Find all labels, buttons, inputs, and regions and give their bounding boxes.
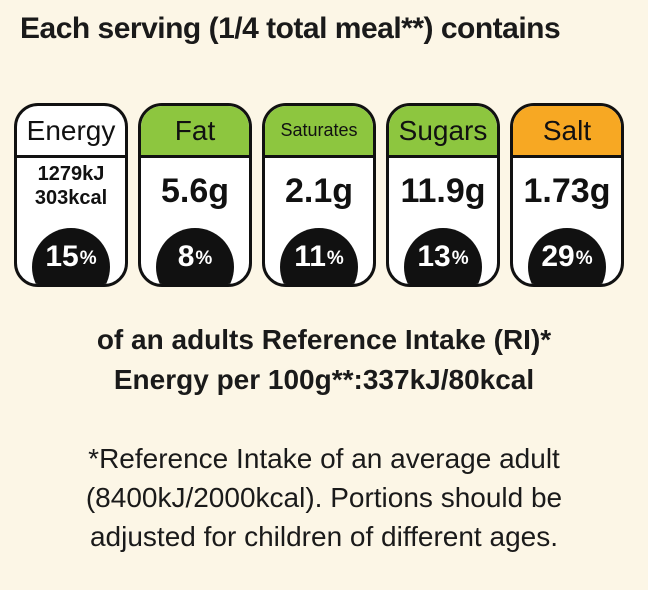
energy-kcal-value: 303kcal <box>34 187 108 209</box>
percent-number: 15 <box>45 240 79 273</box>
nutrient-name-saturates: Saturates <box>265 106 373 158</box>
nutrient-name-sugars: Sugars <box>389 106 497 158</box>
percent-number: 13 <box>417 240 451 273</box>
traffic-light-labels: Energy 1279kJ 303kcal 15% Fat 5.6g 8% Sa… <box>14 103 634 293</box>
percent-sign: % <box>451 248 469 269</box>
percent-sign: % <box>575 248 593 269</box>
nutrient-value-sugars: 11.9g <box>400 172 486 210</box>
nutrient-value-salt: 1.73g <box>523 172 611 210</box>
percent-number: 8 <box>177 240 195 273</box>
nutrient-name-fat: Fat <box>141 106 249 158</box>
percent-sign: % <box>195 248 213 269</box>
nutrient-badge-energy: Energy 1279kJ 303kcal 15% <box>14 103 128 287</box>
nutrient-name-energy: Energy <box>17 106 125 158</box>
nutrient-value-energy: 1279kJ 303kcal <box>17 162 125 210</box>
nutrient-percent-salt: 29% <box>528 228 606 284</box>
energy-kj-value: 1279kJ <box>37 163 105 185</box>
reference-intake-line: of an adults Reference Intake (RI)* <box>96 324 552 355</box>
nutrient-percent-sugars: 13% <box>404 228 482 284</box>
nutrient-badge-salt: Salt 1.73g 29% <box>510 103 624 287</box>
nutrient-badge-fat: Fat 5.6g 8% <box>138 103 252 287</box>
nutrient-badge-saturates: Saturates 2.1g 11% <box>262 103 376 287</box>
footnote-line-2: (8400kJ/2000kcal). Portions should be <box>85 482 563 513</box>
footnote-line-1: *Reference Intake of an average adult <box>88 443 560 474</box>
percent-sign: % <box>326 248 344 269</box>
nutrient-name-salt: Salt <box>513 106 621 158</box>
nutrient-percent-fat: 8% <box>156 228 234 284</box>
footnote-line-3: adjusted for children of different ages. <box>89 521 558 552</box>
nutrient-value-saturates: 2.1g <box>284 172 354 210</box>
nutrient-percent-energy: 15% <box>32 228 110 284</box>
nutrient-badge-sugars: Sugars 11.9g 13% <box>386 103 500 287</box>
percent-number: 11 <box>294 240 326 273</box>
nutrient-value-fat: 5.6g <box>160 172 230 210</box>
percent-number: 29 <box>541 240 575 273</box>
percent-sign: % <box>79 248 97 269</box>
serving-header: Each serving (1/4 total meal**) contains <box>20 12 561 45</box>
energy-per-100g-line: Energy per 100g**:337kJ/80kcal <box>113 364 535 395</box>
nutrient-percent-saturates: 11% <box>280 228 358 284</box>
